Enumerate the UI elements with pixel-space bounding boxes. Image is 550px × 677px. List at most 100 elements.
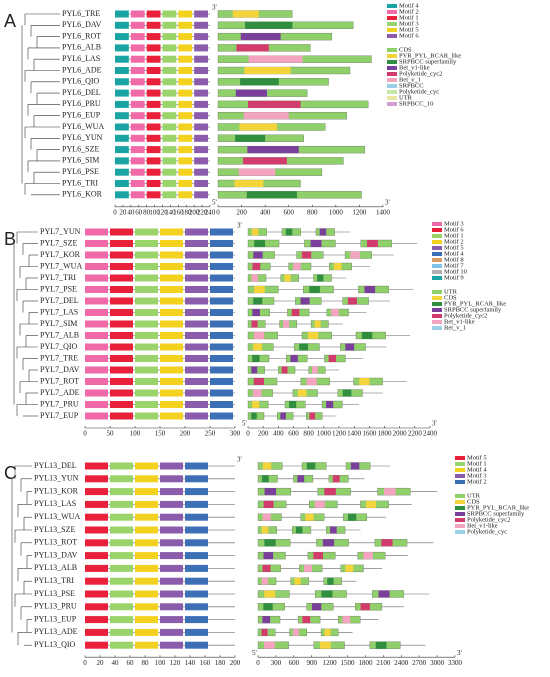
- motif-block: [146, 67, 161, 74]
- gene-name: PYL7_ROT: [40, 376, 79, 385]
- legend-swatch: [455, 474, 465, 478]
- gene-name: PYL6_EUP: [62, 111, 101, 120]
- domain: [292, 628, 300, 636]
- motif-block: [135, 603, 158, 611]
- motif-block: [130, 191, 145, 199]
- motif-block: [135, 616, 158, 624]
- motif-block: [115, 78, 129, 86]
- legend-swatch: [432, 308, 442, 312]
- gene-name: PYL7_QIO: [40, 342, 78, 351]
- legend-swatch: [455, 468, 465, 472]
- motif-tick-label: 180: [215, 659, 226, 667]
- three-prime: 3': [237, 222, 242, 230]
- legend-swatch: [432, 252, 442, 256]
- structure-tick-label: 3300: [448, 659, 463, 667]
- domain: [364, 286, 376, 293]
- domain: [240, 78, 279, 86]
- legend-label: Motif 7: [444, 262, 464, 269]
- domain: [317, 274, 324, 282]
- structure-tick-label: 1800: [358, 659, 373, 667]
- domain: [251, 412, 257, 420]
- domain: [253, 378, 264, 385]
- legend-label: Motif 5: [444, 244, 464, 251]
- legend-swatch: [387, 60, 397, 64]
- motif-block: [85, 309, 108, 316]
- motif-block: [130, 78, 145, 86]
- domain: [280, 412, 286, 420]
- gene-name: PYL6_ALB: [62, 43, 101, 52]
- motif-block: [178, 78, 193, 86]
- motif-block: [162, 146, 177, 154]
- gene-name: PYL7_ALB: [40, 330, 79, 339]
- domain: [252, 355, 260, 362]
- structure-tick-label: 0: [216, 208, 220, 216]
- motif-tick-label: 160: [173, 208, 184, 216]
- domain: [324, 488, 336, 496]
- domain: [328, 355, 337, 362]
- motif-block: [210, 251, 233, 259]
- gene-name: PYL13_SZE: [34, 525, 75, 534]
- legend-label: Motif 3: [444, 220, 464, 227]
- motif-block: [135, 286, 158, 293]
- motif-block: [146, 157, 161, 165]
- motif-block: [162, 67, 177, 74]
- domain: [254, 240, 266, 247]
- structure-tick-label: 2700: [412, 659, 427, 667]
- motif-block: [146, 21, 161, 29]
- gene-name: PYL7_PSE: [40, 284, 77, 293]
- domain: [300, 297, 310, 305]
- domain: [306, 462, 316, 470]
- motif-block: [178, 180, 193, 187]
- motif-block: [115, 67, 129, 74]
- legend-label: Motif 8: [444, 256, 464, 263]
- motif-block: [110, 240, 133, 247]
- motif-tick-label: 40: [127, 208, 135, 216]
- structure-tick-label: 1200: [323, 659, 338, 667]
- structure-tick-label: 1000: [317, 430, 332, 438]
- structure-tick-label: 1000: [329, 208, 344, 216]
- motif-tick-label: 120: [170, 659, 181, 667]
- motif-tick-label: 100: [130, 430, 141, 438]
- domain: [251, 228, 259, 236]
- motif-block: [178, 67, 193, 74]
- motif-block: [160, 603, 183, 611]
- motif-block: [185, 500, 208, 508]
- motif-block: [178, 44, 193, 52]
- legend-swatch: [387, 90, 397, 94]
- gene-name: PYL7_ADE: [40, 388, 80, 397]
- domain: [281, 366, 288, 374]
- motif-block: [160, 389, 183, 397]
- motif-block: [130, 44, 145, 52]
- legend-swatch: [432, 270, 442, 274]
- domain: [360, 603, 370, 611]
- legend-swatch: [432, 276, 442, 280]
- domain: [244, 67, 291, 74]
- motif-block: [135, 552, 158, 560]
- legend-swatch: [387, 22, 397, 26]
- structure-tick-label: 1800: [378, 430, 393, 438]
- motif-block: [162, 191, 177, 199]
- motif-block: [130, 112, 145, 120]
- motif-block: [162, 78, 177, 86]
- motif-block: [185, 513, 208, 521]
- motif-tick-label: 200: [230, 659, 241, 667]
- domain: [261, 475, 269, 483]
- domain: [333, 263, 342, 270]
- domain: [303, 564, 312, 572]
- motif-block: [130, 21, 145, 29]
- motif-block: [160, 462, 183, 470]
- domain: [253, 251, 263, 259]
- motif-block: [85, 552, 108, 560]
- motif-block: [110, 297, 133, 305]
- legend-label: Bet_v1-like: [399, 64, 430, 71]
- structure-tick-label: 300: [271, 659, 282, 667]
- gene-name: PYL6_WUA: [62, 122, 104, 131]
- gene-name: PYL13_WUA: [34, 512, 80, 521]
- gene-name: PYL7_TRI: [40, 273, 76, 282]
- gene-name: PYL13_QIO: [34, 640, 76, 649]
- motif-block: [162, 21, 177, 29]
- motif-block: [185, 412, 208, 420]
- domain: [252, 309, 260, 316]
- motif-block: [85, 616, 108, 624]
- motif-block: [85, 389, 108, 397]
